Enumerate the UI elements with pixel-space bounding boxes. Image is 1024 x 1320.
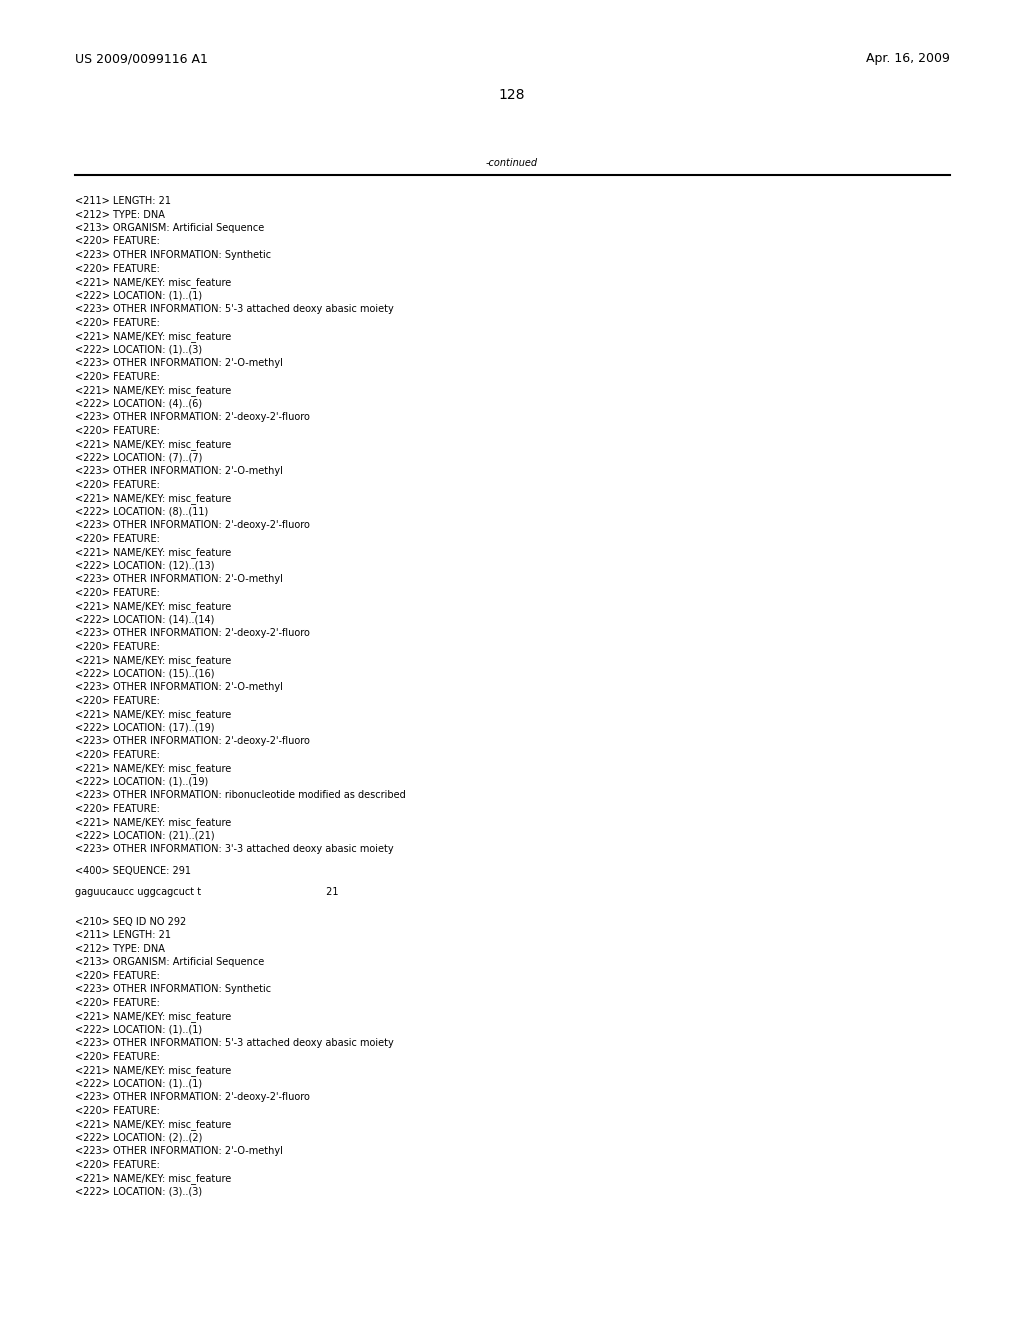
- Text: <220> FEATURE:: <220> FEATURE:: [75, 1106, 160, 1115]
- Text: <221> NAME/KEY: misc_feature: <221> NAME/KEY: misc_feature: [75, 655, 231, 665]
- Text: <220> FEATURE:: <220> FEATURE:: [75, 642, 160, 652]
- Text: <223> OTHER INFORMATION: 2'-deoxy-2'-fluoro: <223> OTHER INFORMATION: 2'-deoxy-2'-flu…: [75, 1093, 310, 1102]
- Text: <222> LOCATION: (7)..(7): <222> LOCATION: (7)..(7): [75, 453, 203, 462]
- Text: <221> NAME/KEY: misc_feature: <221> NAME/KEY: misc_feature: [75, 817, 231, 828]
- Text: <220> FEATURE:: <220> FEATURE:: [75, 1052, 160, 1061]
- Text: <220> FEATURE:: <220> FEATURE:: [75, 533, 160, 544]
- Text: <221> NAME/KEY: misc_feature: <221> NAME/KEY: misc_feature: [75, 601, 231, 612]
- Text: <222> LOCATION: (2)..(2): <222> LOCATION: (2)..(2): [75, 1133, 203, 1143]
- Text: <221> NAME/KEY: misc_feature: <221> NAME/KEY: misc_feature: [75, 1173, 231, 1184]
- Text: <221> NAME/KEY: misc_feature: <221> NAME/KEY: misc_feature: [75, 277, 231, 288]
- Text: <223> OTHER INFORMATION: Synthetic: <223> OTHER INFORMATION: Synthetic: [75, 249, 271, 260]
- Text: <223> OTHER INFORMATION: 3'-3 attached deoxy abasic moiety: <223> OTHER INFORMATION: 3'-3 attached d…: [75, 843, 393, 854]
- Text: <222> LOCATION: (1)..(3): <222> LOCATION: (1)..(3): [75, 345, 202, 355]
- Text: <222> LOCATION: (1)..(1): <222> LOCATION: (1)..(1): [75, 290, 202, 301]
- Text: <220> FEATURE:: <220> FEATURE:: [75, 587, 160, 598]
- Text: <220> FEATURE:: <220> FEATURE:: [75, 1160, 160, 1170]
- Text: <223> OTHER INFORMATION: 2'-O-methyl: <223> OTHER INFORMATION: 2'-O-methyl: [75, 466, 283, 477]
- Text: gaguucaucc uggcagcuct t                                        21: gaguucaucc uggcagcuct t 21: [75, 887, 339, 898]
- Text: <221> NAME/KEY: misc_feature: <221> NAME/KEY: misc_feature: [75, 1119, 231, 1130]
- Text: <221> NAME/KEY: misc_feature: <221> NAME/KEY: misc_feature: [75, 492, 231, 504]
- Text: <222> LOCATION: (8)..(11): <222> LOCATION: (8)..(11): [75, 507, 208, 516]
- Text: <222> LOCATION: (14)..(14): <222> LOCATION: (14)..(14): [75, 615, 214, 624]
- Text: <222> LOCATION: (3)..(3): <222> LOCATION: (3)..(3): [75, 1187, 202, 1197]
- Text: <222> LOCATION: (15)..(16): <222> LOCATION: (15)..(16): [75, 668, 214, 678]
- Text: <223> OTHER INFORMATION: 2'-O-methyl: <223> OTHER INFORMATION: 2'-O-methyl: [75, 574, 283, 583]
- Text: <223> OTHER INFORMATION: ribonucleotide modified as described: <223> OTHER INFORMATION: ribonucleotide …: [75, 789, 406, 800]
- Text: <221> NAME/KEY: misc_feature: <221> NAME/KEY: misc_feature: [75, 763, 231, 774]
- Text: <223> OTHER INFORMATION: 5'-3 attached deoxy abasic moiety: <223> OTHER INFORMATION: 5'-3 attached d…: [75, 304, 394, 314]
- Text: <220> FEATURE:: <220> FEATURE:: [75, 750, 160, 759]
- Text: <210> SEQ ID NO 292: <210> SEQ ID NO 292: [75, 917, 186, 927]
- Text: <220> FEATURE:: <220> FEATURE:: [75, 236, 160, 247]
- Text: <221> NAME/KEY: misc_feature: <221> NAME/KEY: misc_feature: [75, 331, 231, 342]
- Text: <223> OTHER INFORMATION: 2'-O-methyl: <223> OTHER INFORMATION: 2'-O-methyl: [75, 358, 283, 368]
- Text: <220> FEATURE:: <220> FEATURE:: [75, 264, 160, 273]
- Text: <222> LOCATION: (12)..(13): <222> LOCATION: (12)..(13): [75, 561, 214, 570]
- Text: US 2009/0099116 A1: US 2009/0099116 A1: [75, 51, 208, 65]
- Text: <222> LOCATION: (1)..(1): <222> LOCATION: (1)..(1): [75, 1024, 202, 1035]
- Text: <223> OTHER INFORMATION: 2'-O-methyl: <223> OTHER INFORMATION: 2'-O-methyl: [75, 1146, 283, 1156]
- Text: <223> OTHER INFORMATION: 2'-O-methyl: <223> OTHER INFORMATION: 2'-O-methyl: [75, 682, 283, 692]
- Text: <220> FEATURE:: <220> FEATURE:: [75, 371, 160, 381]
- Text: <220> FEATURE:: <220> FEATURE:: [75, 696, 160, 705]
- Text: <221> NAME/KEY: misc_feature: <221> NAME/KEY: misc_feature: [75, 440, 231, 450]
- Text: <221> NAME/KEY: misc_feature: <221> NAME/KEY: misc_feature: [75, 385, 231, 396]
- Text: <220> FEATURE:: <220> FEATURE:: [75, 804, 160, 813]
- Text: <222> LOCATION: (21)..(21): <222> LOCATION: (21)..(21): [75, 830, 215, 841]
- Text: <220> FEATURE:: <220> FEATURE:: [75, 479, 160, 490]
- Text: <220> FEATURE:: <220> FEATURE:: [75, 425, 160, 436]
- Text: <223> OTHER INFORMATION: 2'-deoxy-2'-fluoro: <223> OTHER INFORMATION: 2'-deoxy-2'-flu…: [75, 412, 310, 422]
- Text: Apr. 16, 2009: Apr. 16, 2009: [866, 51, 950, 65]
- Text: <400> SEQUENCE: 291: <400> SEQUENCE: 291: [75, 866, 191, 875]
- Text: <222> LOCATION: (17)..(19): <222> LOCATION: (17)..(19): [75, 722, 214, 733]
- Text: 128: 128: [499, 88, 525, 102]
- Text: <223> OTHER INFORMATION: Synthetic: <223> OTHER INFORMATION: Synthetic: [75, 985, 271, 994]
- Text: <223> OTHER INFORMATION: 2'-deoxy-2'-fluoro: <223> OTHER INFORMATION: 2'-deoxy-2'-flu…: [75, 628, 310, 638]
- Text: <222> LOCATION: (4)..(6): <222> LOCATION: (4)..(6): [75, 399, 202, 408]
- Text: <220> FEATURE:: <220> FEATURE:: [75, 972, 160, 981]
- Text: <213> ORGANISM: Artificial Sequence: <213> ORGANISM: Artificial Sequence: [75, 957, 264, 968]
- Text: <221> NAME/KEY: misc_feature: <221> NAME/KEY: misc_feature: [75, 709, 231, 719]
- Text: <220> FEATURE:: <220> FEATURE:: [75, 318, 160, 327]
- Text: <220> FEATURE:: <220> FEATURE:: [75, 998, 160, 1008]
- Text: <223> OTHER INFORMATION: 2'-deoxy-2'-fluoro: <223> OTHER INFORMATION: 2'-deoxy-2'-flu…: [75, 520, 310, 531]
- Text: <211> LENGTH: 21: <211> LENGTH: 21: [75, 195, 171, 206]
- Text: <221> NAME/KEY: misc_feature: <221> NAME/KEY: misc_feature: [75, 1011, 231, 1022]
- Text: -continued: -continued: [486, 158, 538, 168]
- Text: <211> LENGTH: 21: <211> LENGTH: 21: [75, 931, 171, 940]
- Text: <223> OTHER INFORMATION: 2'-deoxy-2'-fluoro: <223> OTHER INFORMATION: 2'-deoxy-2'-flu…: [75, 737, 310, 746]
- Text: <221> NAME/KEY: misc_feature: <221> NAME/KEY: misc_feature: [75, 546, 231, 558]
- Text: <221> NAME/KEY: misc_feature: <221> NAME/KEY: misc_feature: [75, 1065, 231, 1076]
- Text: <212> TYPE: DNA: <212> TYPE: DNA: [75, 944, 165, 954]
- Text: <212> TYPE: DNA: <212> TYPE: DNA: [75, 210, 165, 219]
- Text: <222> LOCATION: (1)..(19): <222> LOCATION: (1)..(19): [75, 776, 208, 787]
- Text: <223> OTHER INFORMATION: 5'-3 attached deoxy abasic moiety: <223> OTHER INFORMATION: 5'-3 attached d…: [75, 1039, 394, 1048]
- Text: <213> ORGANISM: Artificial Sequence: <213> ORGANISM: Artificial Sequence: [75, 223, 264, 234]
- Text: <222> LOCATION: (1)..(1): <222> LOCATION: (1)..(1): [75, 1078, 202, 1089]
